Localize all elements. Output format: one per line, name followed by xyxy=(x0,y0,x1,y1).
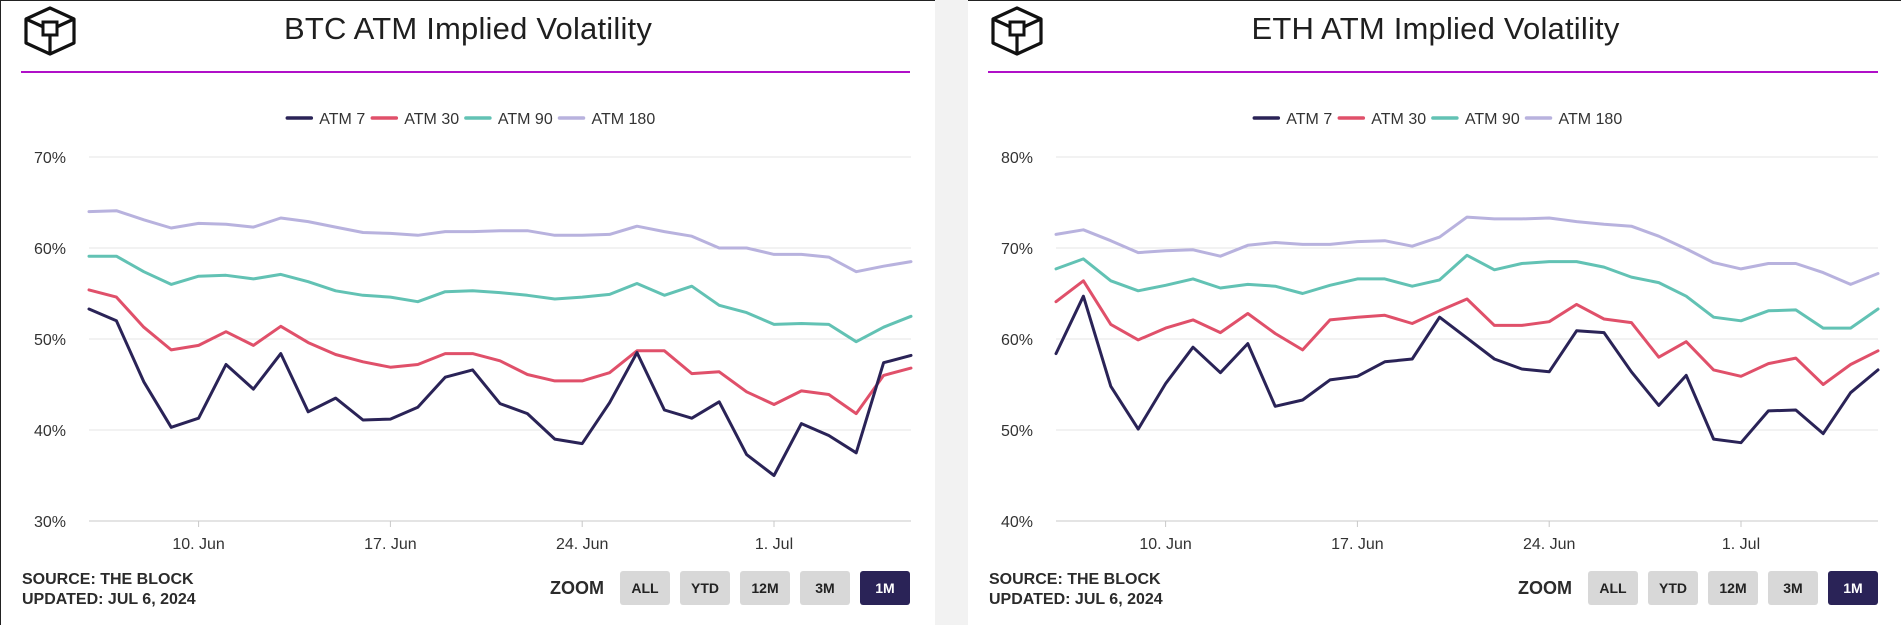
series-line-atm-7[interactable] xyxy=(87,307,913,477)
series-line-atm-30[interactable] xyxy=(1054,279,1880,386)
zoom-1m-button[interactable]: 1M xyxy=(1828,571,1878,605)
series-line-atm-90[interactable] xyxy=(1054,253,1880,330)
x-tick-label: 24. Jun xyxy=(1523,536,1575,553)
source-note: SOURCE: THE BLOCK UPDATED: JUL 6, 2024 xyxy=(22,570,196,610)
zoom-controls: ZOOM ALL YTD 12M 3M 1M xyxy=(1518,571,1878,605)
y-tick-label: 40% xyxy=(34,423,66,440)
series-line-atm-180[interactable] xyxy=(1054,215,1880,286)
legend: ATM 7 ATM 30 ATM 90 ATM 180 xyxy=(285,111,656,128)
x-tick-label: 1. Jul xyxy=(755,536,793,553)
x-tick-label: 10. Jun xyxy=(1139,536,1191,553)
zoom-12m-button[interactable]: 12M xyxy=(1708,571,1758,605)
legend-label[interactable]: ATM 90 xyxy=(498,111,553,128)
source-note: SOURCE: THE BLOCK UPDATED: JUL 6, 2024 xyxy=(989,570,1163,610)
source-text: SOURCE: THE BLOCK xyxy=(22,571,194,588)
title-divider xyxy=(21,71,910,73)
legend-label[interactable]: ATM 30 xyxy=(404,111,459,128)
eth-iv-line-chart: 40% 50% 60% 70% 80% 10. Jun 17. Jun 24. Jun 1. J… xyxy=(1001,111,1880,553)
legend-label[interactable]: ATM 90 xyxy=(1465,111,1520,128)
zoom-all-button[interactable]: ALL xyxy=(620,571,670,605)
the-block-logo xyxy=(991,6,1043,56)
chart-title: BTC ATM Implied Volatility xyxy=(283,11,653,46)
y-tick-label: 50% xyxy=(34,332,66,349)
y-tick-label: 70% xyxy=(34,150,66,167)
y-tick-label: 40% xyxy=(1001,514,1033,531)
the-block-logo xyxy=(24,6,76,56)
btc-chart-panel: BTC ATM Implied Volatility 30% 40% 50% 60% 7… xyxy=(0,0,935,625)
legend-label[interactable]: ATM 30 xyxy=(1371,111,1426,128)
zoom-all-button[interactable]: ALL xyxy=(1588,571,1638,605)
legend: ATM 7 ATM 30 ATM 90 ATM 180 xyxy=(1252,111,1623,128)
eth-chart-panel: ETH ATM Implied Volatility 40% 50% 60% 70% 8… xyxy=(968,0,1901,625)
y-tick-label: 60% xyxy=(1001,332,1033,349)
zoom-3m-button[interactable]: 3M xyxy=(800,571,850,605)
updated-text: UPDATED: JUL 6, 2024 xyxy=(22,591,196,608)
zoom-1m-button[interactable]: 1M xyxy=(860,571,910,605)
series-line-atm-90[interactable] xyxy=(87,254,913,344)
title-divider xyxy=(988,71,1878,73)
x-tick-label: 10. Jun xyxy=(172,536,224,553)
chart-title: ETH ATM Implied Volatility xyxy=(1251,11,1620,46)
y-tick-label: 50% xyxy=(1001,423,1033,440)
updated-text: UPDATED: JUL 6, 2024 xyxy=(989,591,1163,608)
legend-label[interactable]: ATM 180 xyxy=(1559,111,1623,128)
zoom-controls: ZOOM ALL YTD 12M 3M 1M xyxy=(550,571,910,605)
x-tick-label: 24. Jun xyxy=(556,536,608,553)
x-tick-label: 17. Jun xyxy=(1331,536,1383,553)
source-text: SOURCE: THE BLOCK xyxy=(989,571,1161,588)
zoom-label: ZOOM xyxy=(550,577,604,598)
zoom-3m-button[interactable]: 3M xyxy=(1768,571,1818,605)
y-tick-label: 60% xyxy=(34,241,66,258)
legend-label[interactable]: ATM 180 xyxy=(592,111,656,128)
series-line-atm-7[interactable] xyxy=(1054,294,1880,445)
zoom-ytd-button[interactable]: YTD xyxy=(1648,571,1698,605)
y-tick-label: 80% xyxy=(1001,150,1033,167)
series-line-atm-180[interactable] xyxy=(87,209,913,274)
x-tick-label: 17. Jun xyxy=(364,536,416,553)
series-line-atm-30[interactable] xyxy=(87,288,913,416)
zoom-label: ZOOM xyxy=(1518,577,1572,598)
btc-iv-line-chart: 30% 40% 50% 60% 70% 10. Jun 17. Jun 24. Jun 1. J… xyxy=(34,111,913,553)
x-tick-label: 1. Jul xyxy=(1722,536,1760,553)
legend-label[interactable]: ATM 7 xyxy=(319,111,365,128)
legend-label[interactable]: ATM 7 xyxy=(1286,111,1332,128)
zoom-ytd-button[interactable]: YTD xyxy=(680,571,730,605)
y-tick-label: 70% xyxy=(1001,241,1033,258)
zoom-12m-button[interactable]: 12M xyxy=(740,571,790,605)
y-tick-label: 30% xyxy=(34,514,66,531)
